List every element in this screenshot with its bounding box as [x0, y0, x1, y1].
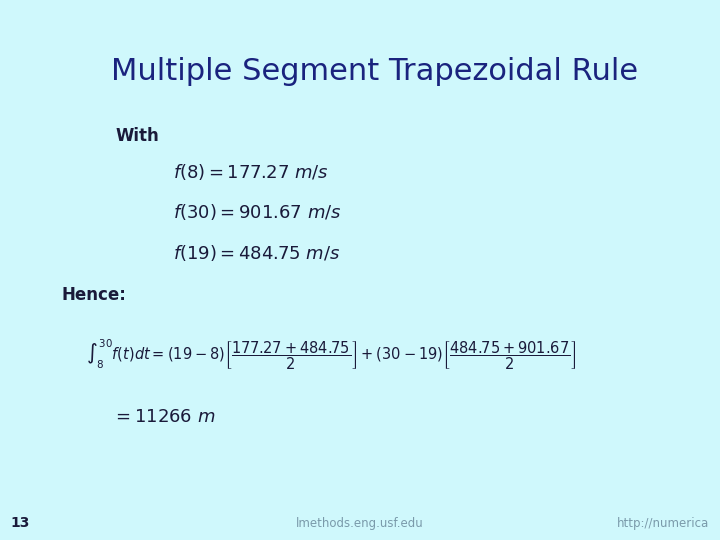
Text: 13: 13: [11, 516, 30, 530]
Text: $f(19) = 484.75 \ m/s$: $f(19) = 484.75 \ m/s$: [173, 243, 341, 263]
Text: With: With: [115, 127, 159, 145]
Text: $= 11266 \ m$: $= 11266 \ m$: [112, 408, 215, 426]
Text: $f(30) = 901.67 \ m/s$: $f(30) = 901.67 \ m/s$: [173, 202, 341, 222]
Text: lmethods.eng.usf.edu: lmethods.eng.usf.edu: [296, 517, 424, 530]
Text: $f(8) = 177.27 \ m/s$: $f(8) = 177.27 \ m/s$: [173, 162, 329, 182]
Text: Multiple Segment Trapezoidal Rule: Multiple Segment Trapezoidal Rule: [111, 57, 638, 86]
Text: $\int_{8}^{30} f(t)dt = (19-8)\left[\dfrac{177.27+484.75}{2}\right] + (30-19)\le: $\int_{8}^{30} f(t)dt = (19-8)\left[\dfr…: [86, 338, 577, 372]
Text: Hence:: Hence:: [61, 286, 126, 304]
Text: http://numerica: http://numerica: [617, 517, 709, 530]
